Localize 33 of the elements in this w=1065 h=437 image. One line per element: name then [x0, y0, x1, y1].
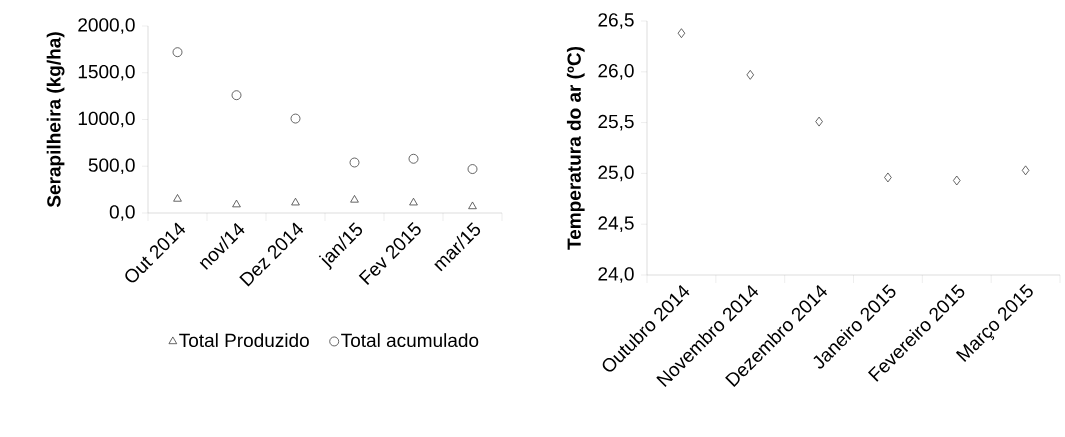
- point: [409, 197, 418, 206]
- y-tick-label: 500,0: [88, 158, 135, 175]
- point: [467, 164, 478, 174]
- point: [349, 157, 360, 168]
- y-tick-label: 26,5: [598, 13, 634, 29]
- y-tick-label: 24,0: [598, 267, 634, 283]
- y-tick-label: 25,0: [598, 165, 634, 182]
- y-tick-label: 26,0: [598, 63, 634, 80]
- point: [350, 195, 359, 203]
- point: [884, 172, 892, 183]
- point: [173, 194, 182, 202]
- legend-label: Total acumulado: [341, 333, 479, 348]
- legend-label: Total Produzido: [179, 333, 309, 348]
- point: [408, 153, 419, 164]
- y-tick-label: 1000,0: [78, 111, 135, 128]
- y-tick-label: 25,5: [598, 114, 634, 131]
- point: [291, 197, 300, 206]
- point: [1021, 165, 1030, 176]
- point: [815, 116, 823, 127]
- y-tick-label: 24,5: [598, 216, 634, 233]
- point: [952, 175, 961, 186]
- y-tick-label: 2000,0: [78, 18, 135, 34]
- y-axis-title: Temperatura do ar (ºC): [566, 46, 585, 250]
- point: [172, 47, 183, 58]
- point: [290, 113, 301, 124]
- point: [468, 201, 477, 210]
- point: [746, 69, 755, 80]
- point: [677, 28, 686, 39]
- point: [232, 199, 241, 208]
- y-axis-title: Serapilheira (kg/ha): [46, 32, 65, 208]
- y-tick-label: 0,0: [109, 205, 135, 221]
- point: [231, 90, 242, 101]
- y-tick-label: 1500,0: [78, 64, 135, 81]
